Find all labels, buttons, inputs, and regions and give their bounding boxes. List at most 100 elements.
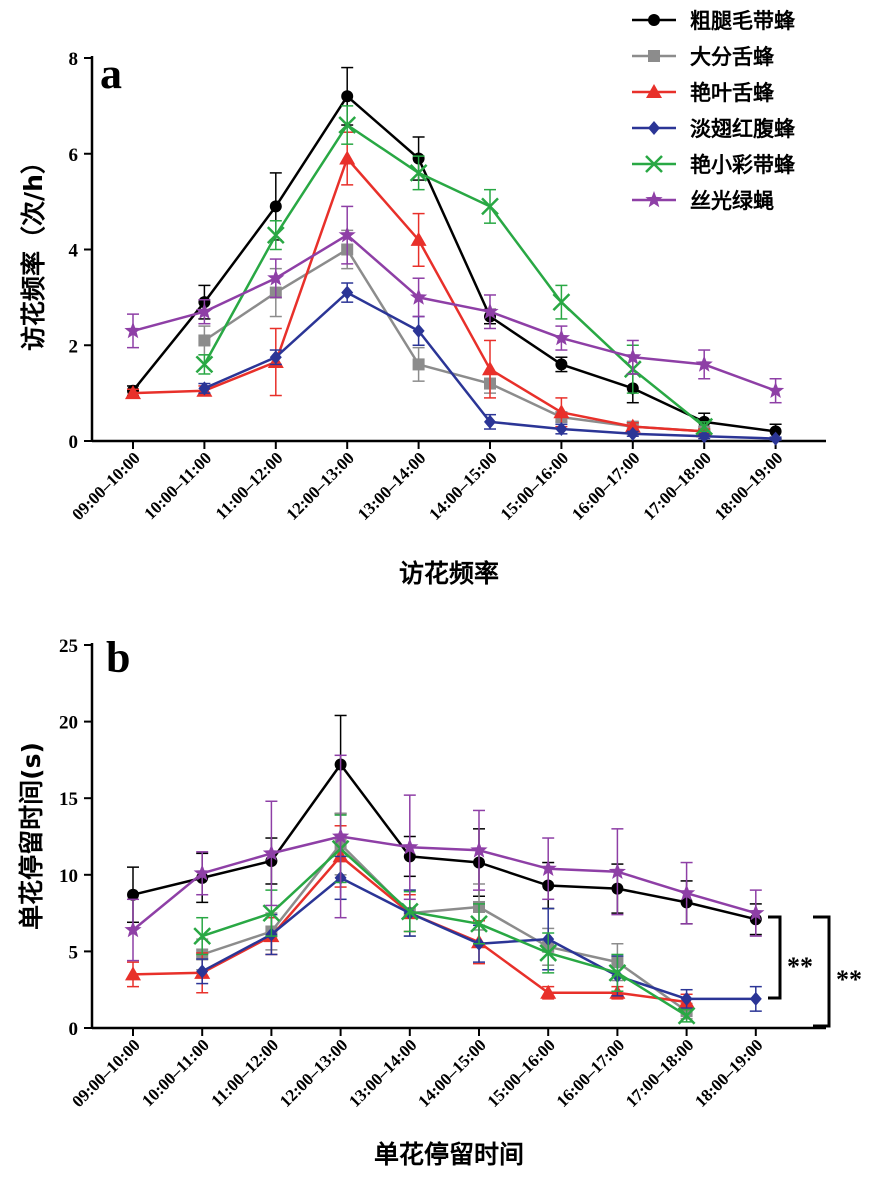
data-point <box>198 381 211 396</box>
x-tick-label: 16:00–17:00 <box>568 448 644 524</box>
data-point <box>555 422 568 437</box>
data-point <box>481 302 499 319</box>
x-tick-label: 13:00–14:00 <box>354 448 430 524</box>
data-point <box>195 355 214 374</box>
x-tick-label: 11:00–12:00 <box>207 1035 282 1110</box>
data-point <box>680 991 693 1006</box>
data-point <box>553 404 570 419</box>
data-point <box>552 293 571 312</box>
y-axis-title: 访花频率（次/h） <box>19 149 48 351</box>
y-tick-label: 10 <box>59 866 78 887</box>
data-point <box>198 334 211 347</box>
legend-label: 艳小彩带蜂 <box>690 153 796 177</box>
data-point <box>195 302 213 319</box>
data-point <box>769 431 782 446</box>
x-tick-label: 15:00–16:00 <box>483 1035 559 1111</box>
series-3 <box>125 131 713 438</box>
x-tick-label: 10:00–11:00 <box>138 1035 213 1110</box>
data-point <box>540 984 557 999</box>
data-point <box>193 864 211 881</box>
data-point <box>749 991 762 1006</box>
data-point <box>695 355 713 372</box>
x-tick-label: 14:00–15:00 <box>414 1035 490 1111</box>
data-point <box>484 414 496 429</box>
legend-label: 艳叶舌蜂 <box>690 81 775 105</box>
y-tick-label: 0 <box>69 1019 79 1040</box>
y-tick-label: 20 <box>59 713 78 734</box>
panel-label: b <box>106 633 130 682</box>
legend-marker <box>646 84 662 98</box>
x-tick-label: 14:00–15:00 <box>425 448 501 524</box>
y-tick-label: 15 <box>59 789 78 810</box>
x-tick-label: 12:00–13:00 <box>276 1035 352 1111</box>
inner-bracket <box>768 915 782 1000</box>
data-point <box>262 904 281 922</box>
data-point <box>341 285 354 300</box>
data-point <box>695 417 714 436</box>
data-point <box>412 358 425 371</box>
x-tick-label: 18:00–19:00 <box>691 1035 767 1111</box>
series-4 <box>198 282 782 446</box>
legend-marker <box>645 191 663 208</box>
data-point <box>193 927 212 945</box>
legend-marker <box>648 14 660 26</box>
series-6 <box>124 754 765 962</box>
panel-label: a <box>100 49 122 98</box>
data-point <box>552 329 570 346</box>
series-1 <box>127 714 762 936</box>
legend-entry: 艳小彩带蜂 <box>632 153 796 177</box>
x-axis-title: 单花停留时间 <box>374 1140 524 1169</box>
significance-brackets: ** ** <box>768 915 862 1028</box>
data-point <box>409 164 428 182</box>
data-point <box>624 348 642 365</box>
data-point <box>410 231 427 246</box>
legend-marker <box>648 50 660 62</box>
data-point <box>747 904 765 921</box>
data-point <box>266 226 285 245</box>
series-line <box>132 233 777 392</box>
legend-entry: 粗腿毛带蜂 <box>632 9 796 33</box>
data-point <box>269 200 282 213</box>
outer-significance-label: ** <box>836 965 862 994</box>
data-point <box>269 350 282 365</box>
x-tick-label: 18:00–19:00 <box>711 448 787 524</box>
data-point <box>539 859 557 876</box>
y-axis-title: 单花停留时间(s) <box>17 742 46 930</box>
series-5 <box>195 105 714 436</box>
data-point <box>481 197 499 216</box>
data-point <box>332 827 350 844</box>
series-line <box>132 763 757 921</box>
x-tick-label: 09:00–10:00 <box>68 1035 144 1111</box>
data-point <box>767 381 785 398</box>
data-point <box>608 963 627 982</box>
legend-entry: 艳叶舌蜂 <box>632 81 775 105</box>
legend-entry: 淡翅红腹蜂 <box>632 117 796 141</box>
legend-label: 淡翅红腹蜂 <box>690 117 796 141</box>
outer-bracket <box>813 915 831 1028</box>
x-tick-label: 09:00–10:00 <box>68 448 144 524</box>
legend-label: 丝光绿蝇 <box>690 189 774 213</box>
y-tick-label: 25 <box>59 636 78 657</box>
data-point <box>124 321 142 339</box>
data-point <box>267 269 285 286</box>
x-tick-label: 10:00–11:00 <box>140 448 215 523</box>
series-line <box>203 123 705 428</box>
data-point <box>482 361 498 376</box>
x-axis-title: 访花频率 <box>399 559 499 588</box>
data-point <box>127 888 139 901</box>
series-line <box>201 847 688 1017</box>
data-point <box>555 358 568 371</box>
data-point <box>470 914 488 933</box>
y-tick-label: 6 <box>69 145 79 166</box>
data-point <box>338 226 356 243</box>
y-tick-label: 2 <box>69 336 79 357</box>
x-tick-label: 16:00–17:00 <box>553 1035 629 1111</box>
panel-b: 0 5 10 15 20 25 09:00–10:0010:00–11:0011:00–12… <box>17 633 826 1169</box>
data-point <box>196 964 209 979</box>
legend-marker <box>645 155 663 173</box>
y-tick-label: 5 <box>69 942 79 963</box>
data-point <box>624 418 641 433</box>
data-point <box>124 921 142 938</box>
legend-label: 大分舌蜂 <box>690 45 775 69</box>
